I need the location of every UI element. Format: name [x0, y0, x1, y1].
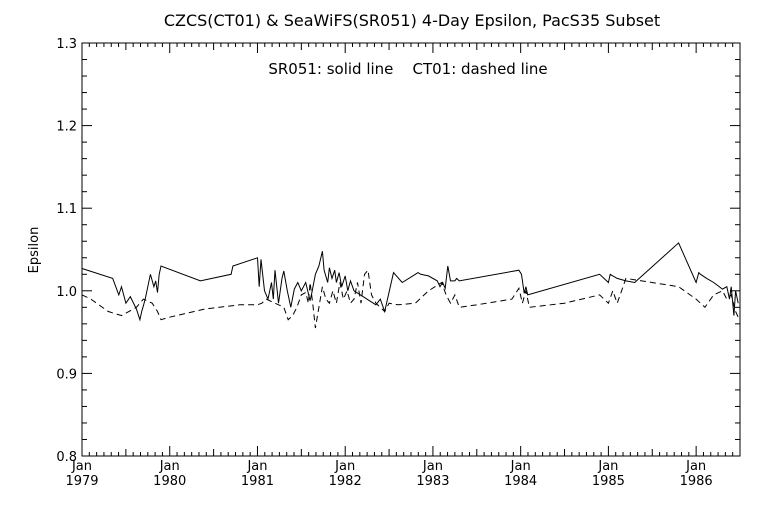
x-axis: Jan1979Jan1980Jan1981Jan1982Jan1983Jan19…: [65, 43, 741, 489]
x-tick-label-month: Jan: [685, 459, 706, 474]
x-tick-label-year: 1984: [504, 474, 537, 489]
series-line-ct01: [81, 269, 739, 329]
x-tick-label-month: Jan: [597, 459, 618, 474]
y-tick-label: 0.9: [56, 367, 77, 382]
y-axis-title: Epsilon: [27, 227, 42, 274]
plot-frame: [81, 42, 741, 457]
y-tick-label: 1.2: [56, 120, 77, 135]
x-tick-label-year: 1983: [416, 474, 449, 489]
x-tick-label-year: 1982: [329, 474, 362, 489]
x-tick-label-month: Jan: [334, 459, 355, 474]
series-layer: [81, 242, 739, 329]
x-tick-label-year: 1979: [65, 474, 98, 489]
x-tick-label-month: Jan: [422, 459, 443, 474]
series-line-sr051: [81, 242, 739, 322]
y-tick-label: 1.3: [56, 37, 77, 52]
x-tick-label-year: 1985: [592, 474, 625, 489]
x-tick-label-month: Jan: [71, 459, 92, 474]
y-tick-label: 1.0: [56, 285, 77, 300]
x-tick-label-month: Jan: [246, 459, 267, 474]
chart-title: CZCS(CT01) & SeaWiFS(SR051) 4-Day Epsilo…: [164, 11, 660, 30]
x-tick-label-year: 1980: [153, 474, 186, 489]
y-axis: 0.8 0.9 1.0 1.1 1.2 1.3: [56, 37, 740, 465]
chart-annotation: SR051: solid line CT01: dashed line: [268, 60, 547, 78]
y-tick-label: 1.1: [56, 202, 77, 217]
x-tick-label-month: Jan: [159, 459, 180, 474]
x-tick-label-year: 1986: [680, 474, 713, 489]
x-tick-label-year: 1981: [241, 474, 274, 489]
x-tick-label-month: Jan: [510, 459, 531, 474]
y-tick-label: 0.8: [56, 450, 77, 465]
